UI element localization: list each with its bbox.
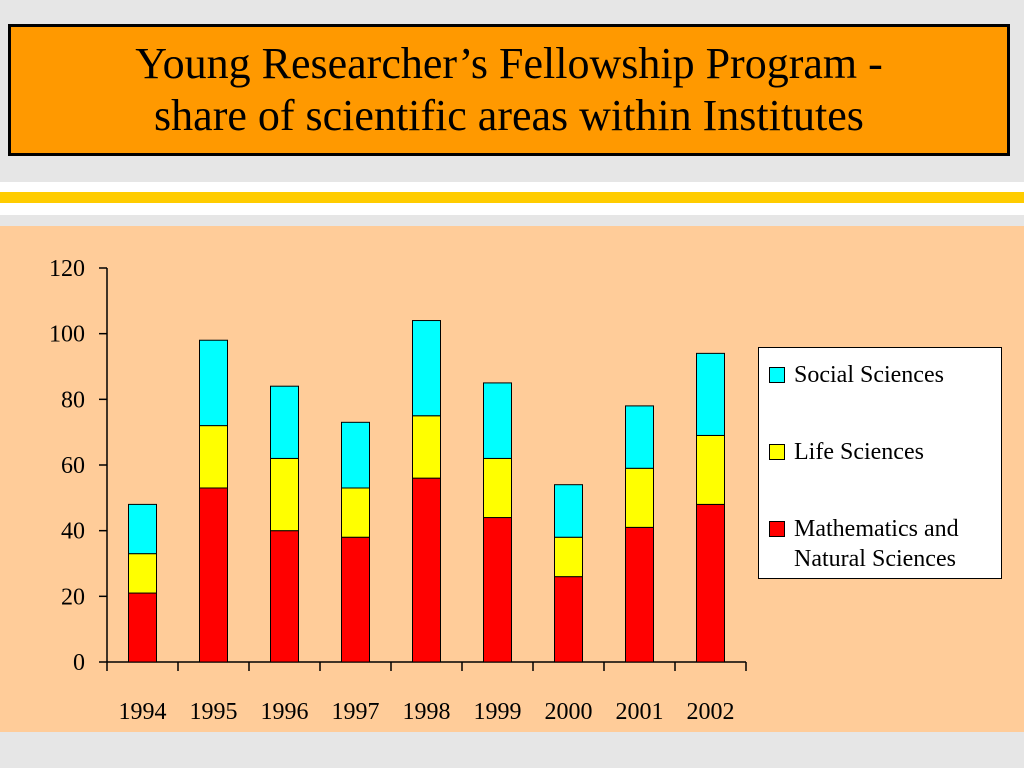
y-axis: 0 20 40 60 80 100 120 — [49, 256, 108, 676]
divider-gold — [0, 192, 1024, 203]
x-tick-label: 1998 — [403, 699, 451, 725]
x-tick-label: 1994 — [119, 699, 167, 725]
bar-segment-1995-s2 — [199, 339, 228, 427]
title-line-1: Young Researcher’s Fellowship Program - — [135, 39, 883, 88]
x-tick-label: 2002 — [687, 699, 735, 725]
bar-segment-1997-s2 — [341, 421, 370, 489]
bar-segment-2002-s1 — [696, 434, 725, 505]
divider-white-top — [0, 182, 1024, 192]
bar-segment-2002-s0 — [696, 503, 725, 663]
legend-item-life-sciences: Life Sciences — [769, 437, 1004, 467]
title-line-2: share of scientific areas within Institu… — [154, 91, 864, 140]
bar-segment-2000-s2 — [554, 484, 583, 538]
title-box: Young Researcher’s Fellowship Program - … — [8, 24, 1010, 156]
bar-segment-2002-s2 — [696, 352, 725, 436]
bar-segment-2001-s0 — [625, 526, 654, 663]
legend-label-math-natural-sciences: Mathematics and Natural Sciences — [794, 516, 959, 572]
bar-segment-1996-s0 — [270, 530, 299, 663]
bar-segment-2001-s2 — [625, 405, 654, 469]
bar-segment-1996-s1 — [270, 457, 299, 532]
y-tick-label: 0 — [73, 650, 85, 676]
bar-segment-2000-s0 — [554, 576, 583, 663]
bar-segment-1994-s1 — [128, 553, 157, 594]
y-tick-label: 120 — [49, 256, 85, 282]
bar-segment-2000-s1 — [554, 536, 583, 578]
bar-segment-1997-s1 — [341, 487, 370, 538]
x-tick-label: 1997 — [332, 699, 380, 725]
x-axis: 1994 1995 1996 1997 1998 1999 2000 2001 2002 — [106, 661, 747, 725]
bars — [128, 320, 725, 663]
y-tick-label: 100 — [49, 322, 85, 348]
bar-segment-1999-s1 — [483, 457, 512, 519]
x-tick-label: 2000 — [545, 699, 593, 725]
bar-segment-1998-s1 — [412, 415, 441, 479]
y-tick-label: 20 — [61, 584, 85, 610]
x-tick-label: 2001 — [616, 699, 664, 725]
legend-swatch-social-sciences — [769, 367, 785, 383]
bar-segment-2001-s1 — [625, 467, 654, 528]
bar-segment-1999-s2 — [483, 382, 512, 459]
legend: Social Sciences Life Sciences Mathematic… — [758, 347, 1002, 579]
divider-white-bottom — [0, 203, 1024, 215]
bar-segment-1999-s0 — [483, 517, 512, 663]
y-tick-label: 80 — [61, 387, 85, 413]
y-tick-label: 60 — [61, 453, 85, 479]
bar-segment-1995-s0 — [199, 487, 228, 663]
x-tick-label: 1996 — [261, 699, 309, 725]
bar-segment-1994-s0 — [128, 592, 157, 663]
bar-segment-1996-s2 — [270, 385, 299, 459]
legend-item-social-sciences: Social Sciences — [769, 360, 1004, 390]
x-tick-label: 1995 — [190, 699, 238, 725]
x-tick-label: 1999 — [474, 699, 522, 725]
legend-swatch-life-sciences — [769, 444, 785, 460]
bar-segment-1998-s0 — [412, 477, 441, 663]
legend-item-math-natural-sciences: Mathematics and Natural Sciences — [769, 514, 1004, 574]
bar-segment-1994-s2 — [128, 503, 157, 555]
legend-label-life-sciences: Life Sciences — [794, 439, 924, 465]
legend-label-social-sciences: Social Sciences — [794, 362, 944, 388]
bar-segment-1997-s0 — [341, 536, 370, 663]
bar-segment-1998-s2 — [412, 320, 441, 417]
bar-segment-1995-s1 — [199, 425, 228, 489]
legend-swatch-math-natural-sciences — [769, 521, 785, 537]
y-tick-label: 40 — [61, 519, 85, 545]
